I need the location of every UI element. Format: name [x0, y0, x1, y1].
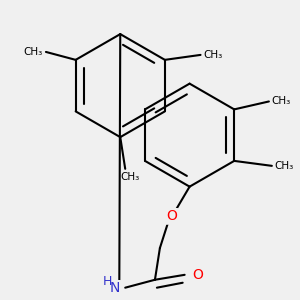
- Text: CH₃: CH₃: [24, 47, 43, 57]
- Text: O: O: [193, 268, 203, 282]
- Text: CH₃: CH₃: [121, 172, 140, 182]
- Text: O: O: [166, 209, 177, 224]
- Text: CH₃: CH₃: [275, 161, 294, 171]
- Text: N: N: [110, 281, 121, 295]
- Text: H: H: [103, 275, 112, 288]
- Text: CH₃: CH₃: [203, 50, 223, 60]
- Text: CH₃: CH₃: [272, 97, 291, 106]
